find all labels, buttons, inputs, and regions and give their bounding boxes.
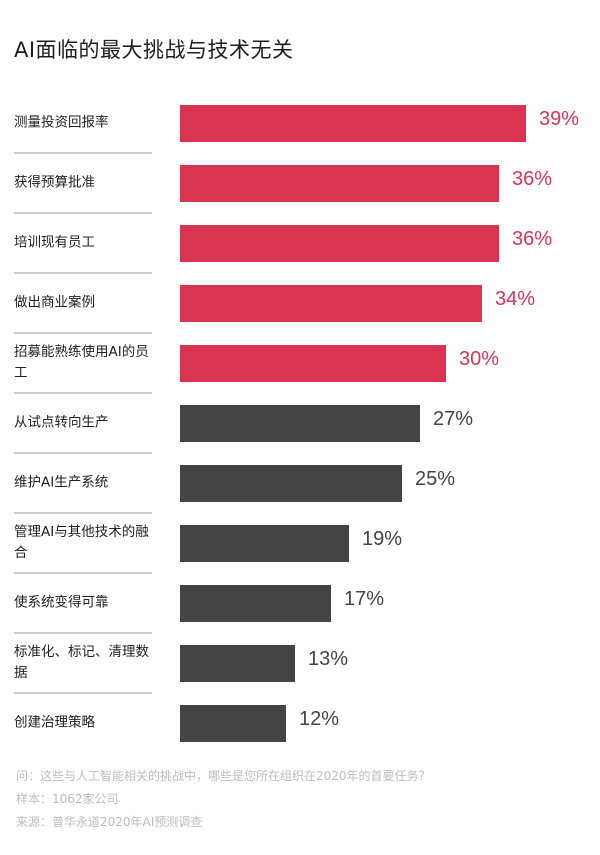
value-label: 27% [433, 408, 474, 430]
bar [180, 645, 295, 682]
value-label: 12% [299, 708, 340, 730]
category-label: 从试点转向生产 [14, 414, 109, 431]
bar-row: 获得预算批准 36% [0, 153, 600, 214]
bar-row: 做出商业案例 34% [0, 273, 600, 334]
value-label: 19% [362, 528, 403, 550]
category-label: 标准化、标记、清理数据 [14, 644, 149, 681]
bar-row: 使系统变得可靠 17% [0, 573, 600, 634]
category-label: 维护AI生产系统 [14, 474, 109, 491]
chart-footer: 问：这些与人工智能相关的挑战中，哪些是您所在组织在2020年的首要任务？ 样本：… [16, 765, 431, 834]
row-separator [14, 392, 152, 394]
row-separator [14, 512, 152, 514]
value-label: 25% [415, 468, 456, 490]
category-label: 使系统变得可靠 [14, 594, 109, 611]
row-separator [14, 152, 152, 154]
bar-row: 测量投资回报率 39% [0, 93, 600, 154]
bar [180, 405, 420, 442]
bar [180, 585, 331, 622]
bar-row: 培训现有员工 36% [0, 213, 600, 274]
category-label: 测量投资回报率 [14, 114, 109, 131]
row-separator [14, 632, 152, 634]
row-separator [14, 272, 152, 274]
bar-row: 管理AI与其他技术的融合 19% [0, 513, 600, 574]
row-separator [14, 572, 152, 574]
bar [180, 105, 526, 142]
value-label: 30% [459, 348, 500, 370]
data-source: 来源：普华永道2020年AI预测调查 [16, 815, 203, 829]
category-label: 获得预算批准 [14, 174, 95, 191]
category-label: 招募能熟练使用AI的员工 [14, 344, 149, 381]
row-separator [14, 332, 152, 334]
bar [180, 225, 499, 262]
category-label: 管理AI与其他技术的融合 [14, 524, 149, 561]
bar [180, 705, 286, 742]
chart-title: AI面临的最大挑战与技术无关 [14, 38, 294, 62]
category-label: 做出商业案例 [14, 294, 95, 311]
value-label: 36% [512, 228, 553, 250]
value-label: 17% [344, 588, 385, 610]
bar-row: 招募能熟练使用AI的员工 30% [0, 333, 600, 394]
category-label: 培训现有员工 [14, 234, 95, 251]
value-label: 39% [539, 108, 580, 130]
survey-question: 问：这些与人工智能相关的挑战中，哪些是您所在组织在2020年的首要任务？ [16, 769, 431, 783]
bar-row: 标准化、标记、清理数据 13% [0, 633, 600, 694]
value-label: 13% [308, 648, 349, 670]
sample-size: 样本：1062家公司 [16, 792, 119, 806]
row-separator [14, 212, 152, 214]
bar [180, 525, 349, 562]
bar-row: 从试点转向生产 27% [0, 393, 600, 454]
row-separator [14, 692, 152, 694]
bar [180, 345, 446, 382]
bar-row: 创建治理策略 12% [0, 693, 600, 753]
category-label: 创建治理策略 [14, 714, 95, 731]
row-separator [14, 452, 152, 454]
value-label: 34% [495, 288, 536, 310]
bar [180, 465, 402, 502]
bar [180, 285, 482, 322]
bar [180, 165, 499, 202]
bar-row: 维护AI生产系统 25% [0, 453, 600, 514]
value-label: 36% [512, 168, 553, 190]
